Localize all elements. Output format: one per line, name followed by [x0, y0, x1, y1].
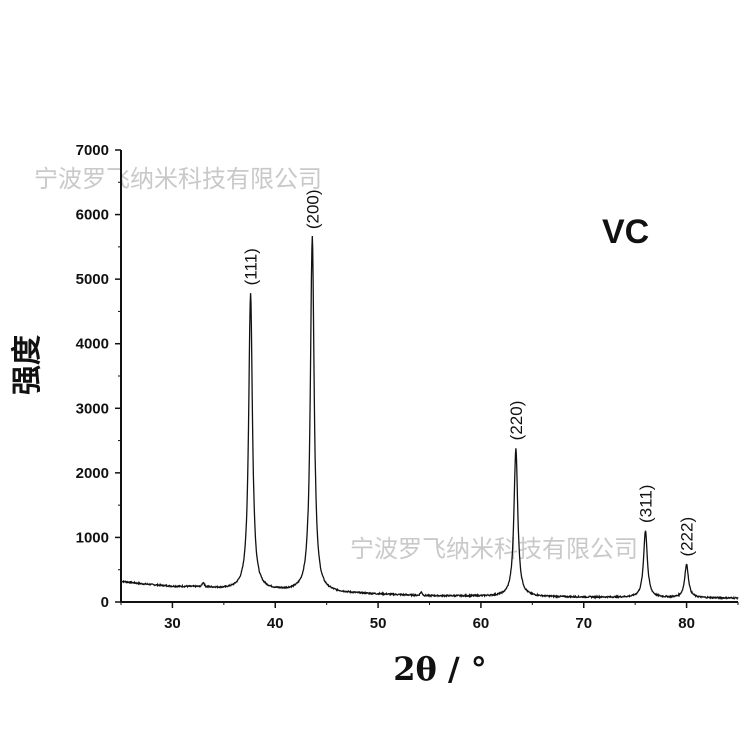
peak-label: (222) — [678, 517, 697, 557]
x-tick-label: 50 — [370, 615, 387, 632]
y-tick-label: 7000 — [76, 142, 109, 159]
xrd-pattern-line — [120, 235, 739, 600]
peak-label: (200) — [303, 189, 322, 229]
x-tick-label: 40 — [267, 615, 284, 632]
x-tick-label: 70 — [575, 615, 592, 632]
y-tick-label: 5000 — [76, 271, 109, 288]
sample-label: VC — [602, 213, 649, 251]
watermark-text: 宁波罗飞纳米科技有限公司 — [34, 165, 322, 193]
x-tick-label: 60 — [473, 615, 490, 632]
x-axis-title: 2θ / ° — [393, 650, 487, 688]
y-tick-label: 1000 — [76, 529, 109, 546]
watermark-text: 宁波罗飞纳米科技有限公司 — [350, 535, 638, 563]
y-tick-label: 4000 — [76, 336, 109, 353]
y-axis-title: 强度 — [10, 335, 45, 395]
peak-label: (220) — [507, 401, 526, 441]
x-tick-label: 80 — [678, 615, 695, 632]
y-tick-label: 6000 — [76, 207, 109, 224]
peak-label: (111) — [242, 248, 261, 285]
peak-label: (311) — [636, 485, 655, 523]
y-tick-label: 0 — [101, 594, 109, 611]
x-tick-label: 30 — [164, 615, 181, 632]
y-tick-label: 2000 — [76, 465, 109, 482]
y-tick-label: 3000 — [76, 400, 109, 417]
